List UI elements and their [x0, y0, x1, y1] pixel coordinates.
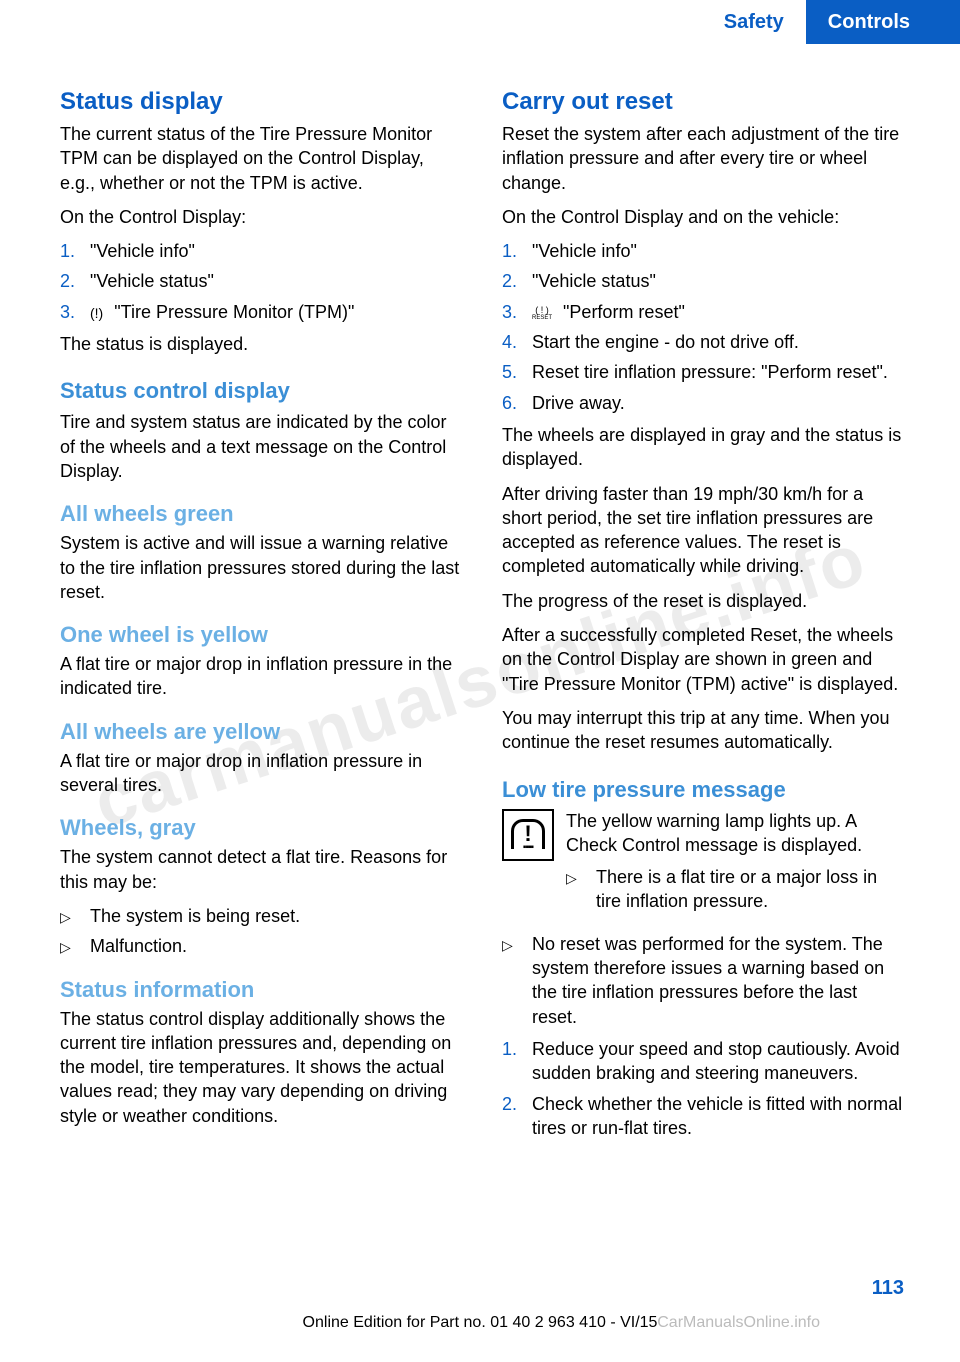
- header-tabs: Safety Controls: [0, 0, 960, 44]
- paragraph: The system cannot detect a flat tire. Re…: [60, 845, 462, 894]
- list-item: 6. Drive away.: [502, 391, 904, 415]
- list-item: 4. Start the engine - do not drive off.: [502, 330, 904, 354]
- tpm-icon: (!): [90, 304, 103, 323]
- paragraph: The yellow warning lamp lights up. A Che…: [566, 809, 904, 858]
- heading-status-control: Status control display: [60, 378, 462, 404]
- ordered-list: 1. "Vehicle info" 2. "Vehicle status" 3.…: [502, 239, 904, 415]
- list-text: "Vehicle info": [90, 239, 462, 263]
- warning-text-block: The yellow warning lamp lights up. A Che…: [566, 809, 904, 922]
- content-columns: Status display The current status of the…: [0, 44, 960, 1148]
- list-text: Reset tire inflation pressure: "Perform …: [532, 360, 904, 384]
- list-item: 3. (!) "Tire Pressure Monitor (TPM)": [60, 300, 462, 324]
- list-marker: 6.: [502, 391, 532, 415]
- tab-controls: Controls: [806, 0, 960, 44]
- list-item: ▷ Malfunction.: [60, 934, 462, 958]
- list-text: The system is being reset.: [90, 904, 462, 928]
- list-text: "Vehicle status": [90, 269, 462, 293]
- list-item: 5. Reset tire inflation pressure: "Perfo…: [502, 360, 904, 384]
- paragraph: The progress of the reset is displayed.: [502, 589, 904, 613]
- step-text: "Perform reset": [563, 302, 685, 322]
- list-item: 2. Check whether the vehicle is fitted w…: [502, 1092, 904, 1141]
- bullet-icon: ▷: [60, 904, 90, 927]
- warning-section: ! ▪▪▪▪ The yellow warning lamp lights up…: [502, 809, 904, 922]
- list-item: 2. "Vehicle status": [502, 269, 904, 293]
- page-container: Safety Controls Status display The curre…: [0, 0, 960, 1362]
- list-text: No reset was performed for the system. T…: [532, 932, 904, 1029]
- list-marker: 1.: [60, 239, 90, 263]
- paragraph: The status is displayed.: [60, 332, 462, 356]
- paragraph: After a successfully completed Reset, th…: [502, 623, 904, 696]
- paragraph: The current status of the Tire Pressure …: [60, 122, 462, 195]
- list-item: 2. "Vehicle status": [60, 269, 462, 293]
- paragraph: The status control display additionally …: [60, 1007, 462, 1128]
- list-item: ▷ There is a flat tire or a major loss i…: [566, 865, 904, 914]
- paragraph: A flat tire or major drop in inflation p…: [60, 749, 462, 798]
- paragraph: The wheels are displayed in gray and the…: [502, 423, 904, 472]
- heading-low-pressure: Low tire pressure message: [502, 777, 904, 803]
- tab-safety: Safety: [702, 0, 806, 44]
- list-text: ( ! ) RESET "Perform reset": [532, 300, 904, 324]
- list-marker: 3.: [60, 300, 90, 324]
- heading-gray: Wheels, gray: [60, 815, 462, 841]
- list-item: ▷ The system is being reset.: [60, 904, 462, 928]
- list-text: Drive away.: [532, 391, 904, 415]
- list-marker: 1.: [502, 239, 532, 263]
- right-column: Carry out reset Reset the system after e…: [502, 88, 904, 1148]
- bullet-list: ▷ No reset was performed for the system.…: [502, 932, 904, 1029]
- list-marker: 5.: [502, 360, 532, 384]
- list-text: There is a flat tire or a major loss in …: [596, 865, 904, 914]
- heading-one-yellow: One wheel is yellow: [60, 622, 462, 648]
- bullet-icon: ▷: [566, 865, 596, 888]
- bullet-icon: ▷: [502, 932, 532, 955]
- heading-carry-out-reset: Carry out reset: [502, 88, 904, 116]
- list-item: 1. "Vehicle info": [502, 239, 904, 263]
- footer-overlay: CarManualsOnline.info: [657, 1314, 820, 1332]
- heading-status-display: Status display: [60, 88, 462, 116]
- list-text: (!) "Tire Pressure Monitor (TPM)": [90, 300, 462, 324]
- list-item: 1. "Vehicle info": [60, 239, 462, 263]
- bullet-icon: ▷: [60, 934, 90, 957]
- bullet-list: ▷ The system is being reset. ▷ Malfuncti…: [60, 904, 462, 959]
- tpm-warning-icon: ! ▪▪▪▪: [502, 809, 554, 861]
- paragraph: On the Control Display and on the vehicl…: [502, 205, 904, 229]
- list-item: 3. ( ! ) RESET "Perform reset": [502, 300, 904, 324]
- ordered-list: 1. Reduce your speed and stop cautiously…: [502, 1037, 904, 1140]
- reset-icon: ( ! ) RESET: [532, 306, 552, 321]
- paragraph: After driving faster than 19 mph/30 km/h…: [502, 482, 904, 579]
- list-text: Check whether the vehicle is fitted with…: [532, 1092, 904, 1141]
- heading-all-yellow: All wheels are yellow: [60, 719, 462, 745]
- list-text: "Vehicle status": [532, 269, 904, 293]
- step-text: "Tire Pressure Monitor (TPM)": [114, 302, 354, 322]
- list-text: Reduce your speed and stop cautiously. A…: [532, 1037, 904, 1086]
- list-item: ▷ No reset was performed for the system.…: [502, 932, 904, 1029]
- list-marker: 4.: [502, 330, 532, 354]
- list-item: 1. Reduce your speed and stop cautiously…: [502, 1037, 904, 1086]
- nested-bullet-list: ▷ There is a flat tire or a major loss i…: [566, 865, 904, 914]
- list-marker: 3.: [502, 300, 532, 324]
- page-number: 113: [872, 1277, 904, 1300]
- paragraph: On the Control Display:: [60, 205, 462, 229]
- ordered-list: 1. "Vehicle info" 2. "Vehicle status" 3.…: [60, 239, 462, 324]
- list-text: Start the engine - do not drive off.: [532, 330, 904, 354]
- list-marker: 1.: [502, 1037, 532, 1061]
- list-marker: 2.: [502, 1092, 532, 1116]
- list-marker: 2.: [60, 269, 90, 293]
- heading-all-green: All wheels green: [60, 501, 462, 527]
- paragraph: You may interrupt this trip at any time.…: [502, 706, 904, 755]
- paragraph: Reset the system after each adjustment o…: [502, 122, 904, 195]
- heading-status-info: Status information: [60, 977, 462, 1003]
- paragraph: A flat tire or major drop in inflation p…: [60, 652, 462, 701]
- paragraph: System is active and will issue a warnin…: [60, 531, 462, 604]
- paragraph: Tire and system status are indicated by …: [60, 410, 462, 483]
- list-text: Malfunction.: [90, 934, 462, 958]
- left-column: Status display The current status of the…: [60, 88, 462, 1148]
- list-text: "Vehicle info": [532, 239, 904, 263]
- list-marker: 2.: [502, 269, 532, 293]
